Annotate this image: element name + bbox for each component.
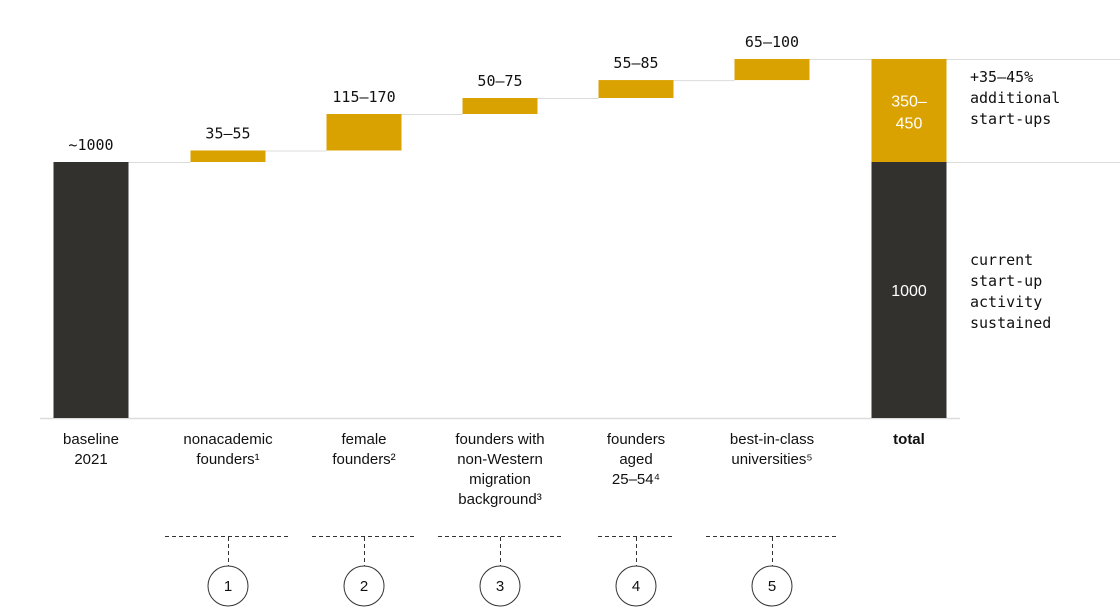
marker-circle-3	[479, 565, 521, 607]
baseline-bar	[53, 162, 129, 418]
marker-number: 3	[496, 578, 504, 595]
category-label: female	[341, 431, 386, 448]
marker-number: 5	[768, 578, 776, 595]
category-label: migration	[469, 471, 531, 488]
increment-bar-4	[598, 80, 674, 98]
category-label: 2021	[74, 451, 107, 468]
category-label: non-Western	[457, 451, 543, 468]
base-annotation: activity	[970, 293, 1042, 311]
increment-bar-2	[326, 114, 402, 151]
category-label: best-in-class	[730, 431, 814, 448]
category-label: background³	[458, 491, 541, 508]
base-annotation: sustained	[970, 314, 1051, 332]
addition-annotation: additional	[970, 89, 1060, 107]
total-base-label: 1000	[891, 283, 927, 300]
marker-number: 2	[360, 578, 368, 595]
marker-number: 1	[224, 578, 232, 595]
total-base-bar	[871, 162, 947, 418]
category-label: founders	[607, 431, 665, 448]
bar-value-label: 65–100	[745, 33, 799, 51]
bar-value-label: 55–85	[613, 54, 658, 72]
marker-circle-4	[615, 565, 657, 607]
addition-annotation: start-ups	[970, 110, 1051, 128]
marker-number: 4	[632, 578, 640, 595]
marker-circle-2	[343, 565, 385, 607]
total-addition-label: 450	[896, 115, 923, 132]
bar-value-label: 35–55	[205, 124, 250, 142]
bar-value-label: 115–170	[332, 88, 395, 106]
category-label: founders²	[332, 451, 395, 468]
increment-bar-1	[190, 150, 266, 162]
increment-bar-5	[734, 58, 810, 81]
increment-bar-3	[462, 98, 538, 114]
marker-circle-1	[207, 565, 249, 607]
category-label: founders with	[455, 431, 544, 448]
category-label: nonacademic	[183, 431, 273, 448]
bar-value-label: 50–75	[477, 72, 522, 90]
category-label: total	[893, 431, 925, 448]
category-label: baseline	[63, 431, 119, 448]
addition-annotation: +35–45%	[970, 68, 1033, 86]
base-annotation: start-up	[970, 272, 1042, 290]
total-addition-bar	[871, 58, 947, 162]
category-label: universities⁵	[731, 451, 812, 468]
base-annotation: current	[970, 251, 1033, 269]
category-label: 25–54⁴	[612, 471, 660, 488]
total-addition-label: 350–	[891, 93, 927, 110]
category-label: aged	[619, 451, 652, 468]
marker-circle-5	[751, 565, 793, 607]
bar-value-label: ~1000	[68, 136, 113, 154]
category-label: founders¹	[196, 451, 259, 468]
